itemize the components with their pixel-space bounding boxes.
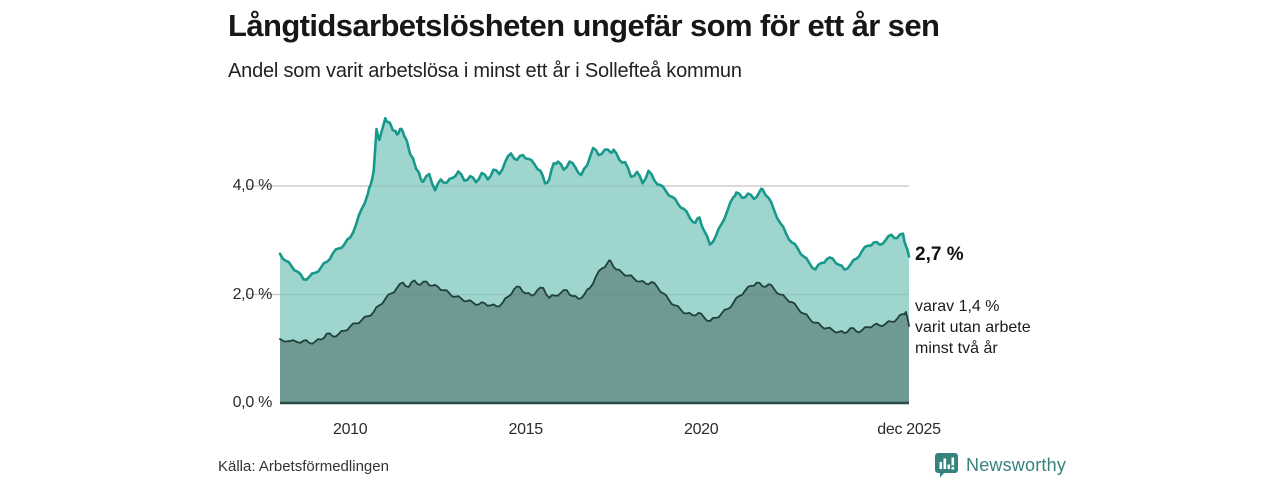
chart-title: Långtidsarbetslösheten ungefär som för e… bbox=[228, 8, 940, 43]
x-axis-tick-label: 2015 bbox=[508, 421, 543, 438]
source-credit: Källa: Arbetsförmedlingen bbox=[218, 458, 389, 475]
y-axis-tick-label: 0,0 % bbox=[232, 394, 273, 411]
y-axis-tick-label: 2,0 % bbox=[232, 285, 273, 303]
end-value-label-total: 2,7 % bbox=[915, 244, 964, 265]
chart-subtitle: Andel som varit arbetslösa i minst ett å… bbox=[228, 60, 742, 82]
x-axis-tick-label: 2010 bbox=[332, 421, 368, 438]
end-value-label-subset: varav 1,4 % varit utan arbete minst två … bbox=[915, 296, 1031, 359]
subset-label-line: minst två år bbox=[915, 340, 998, 357]
newsworthy-branding: Newsworthy bbox=[934, 452, 1066, 478]
newsworthy-logo-icon bbox=[934, 452, 959, 478]
x-axis-tick-label: dec 2025 bbox=[877, 421, 941, 438]
y-axis-tick-label: 4,0 % bbox=[232, 177, 273, 194]
x-axis-tick-label: 2020 bbox=[683, 421, 719, 438]
subset-label-line: varit utan arbete bbox=[915, 319, 1031, 336]
newsworthy-wordmark: Newsworthy bbox=[966, 454, 1067, 475]
subset-label-line: varav 1,4 % bbox=[915, 298, 1000, 315]
